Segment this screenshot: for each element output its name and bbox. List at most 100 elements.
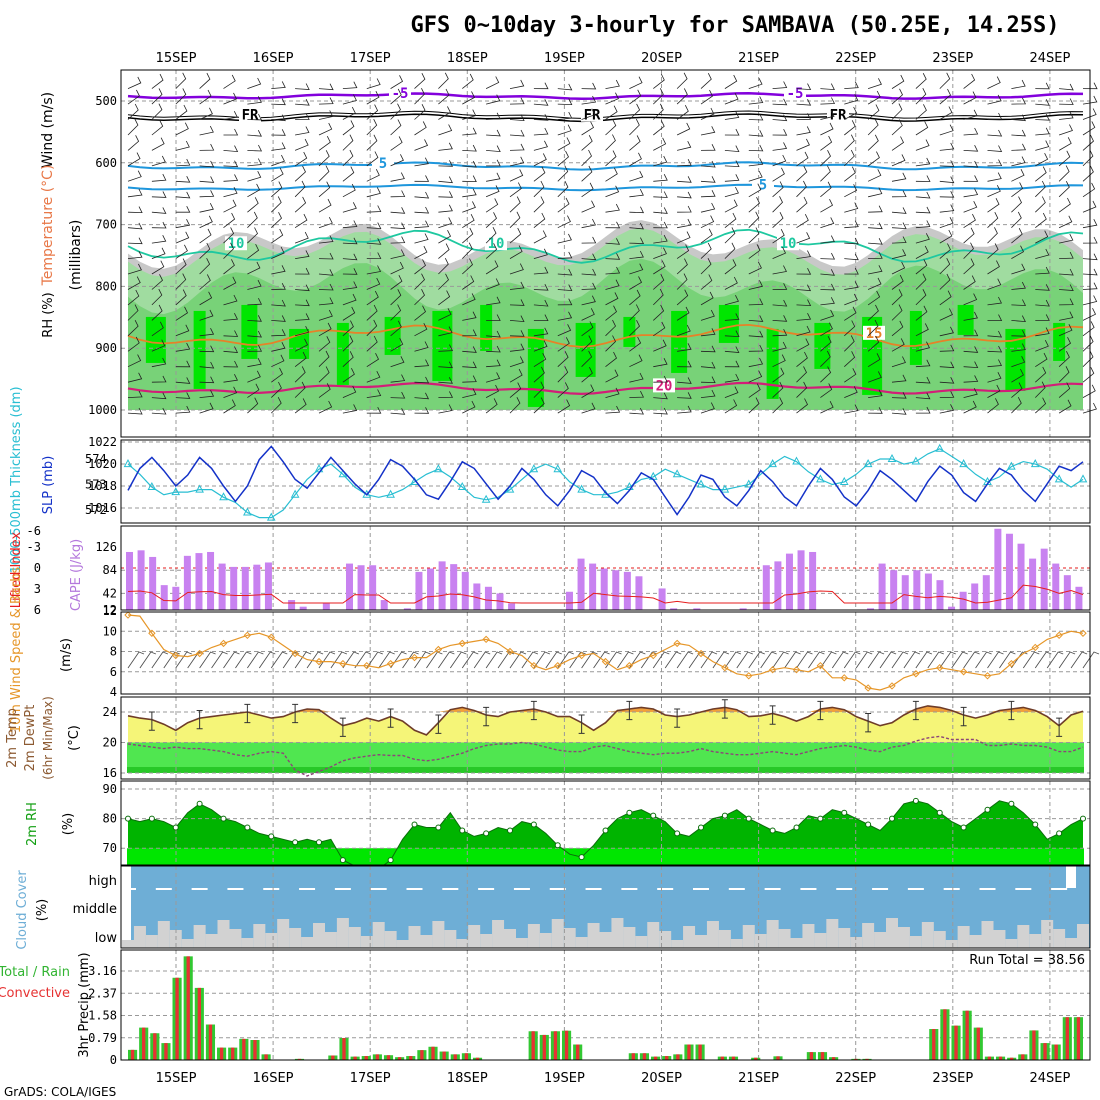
wind-barb xyxy=(127,276,141,290)
wind-barb xyxy=(963,73,976,89)
wind-barb xyxy=(844,149,855,167)
wind-barb xyxy=(700,345,716,353)
li-tick: -3 xyxy=(27,540,41,554)
wind-barb xyxy=(151,321,164,337)
wind-barb xyxy=(533,327,549,337)
wind10-point xyxy=(506,647,514,656)
wind10-point xyxy=(339,659,347,668)
wind-barb-10m xyxy=(151,651,169,669)
wind-barb xyxy=(1082,121,1096,136)
low-cloud-bar xyxy=(480,934,493,948)
chart-title: GFS 0~10day 3-hourly for SAMBAVA (50.25E… xyxy=(410,13,1059,38)
wind-barb xyxy=(390,75,404,89)
cape-bar xyxy=(878,563,886,610)
minmax-bar xyxy=(674,708,681,728)
wind-barb xyxy=(557,251,573,259)
wind-barb xyxy=(772,196,783,213)
rh2m-point xyxy=(220,815,227,822)
wind-barb xyxy=(653,221,668,229)
wind-barb xyxy=(127,206,143,214)
low-cloud-bar xyxy=(396,940,409,948)
wind-barb xyxy=(438,361,453,369)
wind-barb xyxy=(1035,352,1048,368)
wind-barb xyxy=(509,211,521,228)
low-cloud-bar xyxy=(730,939,743,948)
wind-barb xyxy=(844,202,859,213)
wind-barb xyxy=(844,320,856,337)
wind-barb xyxy=(1058,324,1073,337)
wind-barb xyxy=(748,344,764,352)
low-cloud-bar xyxy=(372,922,385,948)
wind-barb xyxy=(127,251,143,259)
wind10-point xyxy=(267,633,275,642)
slp-tick: 1018 xyxy=(88,479,117,493)
rh2m-point xyxy=(530,821,537,828)
low-cloud-bar xyxy=(217,920,230,948)
lifted-index-line xyxy=(127,584,1084,604)
wind-barb xyxy=(700,291,714,306)
wind-barb xyxy=(175,258,187,275)
wind-barb xyxy=(533,212,546,229)
wind-barb xyxy=(271,212,282,228)
thickness-point xyxy=(935,443,945,452)
contour-label: FR xyxy=(242,108,259,124)
wind-barb xyxy=(796,151,809,167)
cape-bar xyxy=(438,561,446,610)
wind-barb xyxy=(963,311,978,321)
precip-conv-bar xyxy=(197,987,202,1060)
wind-barb xyxy=(127,407,143,415)
wind-barb xyxy=(1058,399,1072,414)
wind-barb xyxy=(844,237,859,245)
wind-barb xyxy=(1011,156,1026,167)
precip-conv-bar xyxy=(242,1038,246,1060)
thickness-point xyxy=(768,459,777,468)
wind10-point xyxy=(768,666,777,674)
wind-barb xyxy=(963,188,979,198)
wind-barb xyxy=(271,114,286,122)
low-cloud-bar xyxy=(659,931,672,948)
wind-barb xyxy=(199,89,212,105)
wind-barb xyxy=(844,293,858,306)
wind-barb xyxy=(605,279,620,290)
minmax-bar xyxy=(292,703,299,724)
wind-barb xyxy=(342,183,356,198)
wind-barb xyxy=(939,106,953,120)
wind-barb xyxy=(772,167,785,182)
wind-barb-10m xyxy=(712,651,730,669)
wind-barb xyxy=(175,306,189,321)
wind-barb xyxy=(533,127,549,136)
contour-label-bg xyxy=(372,155,394,170)
wind-barb xyxy=(987,129,1003,137)
wind10-point xyxy=(458,639,466,648)
wind-barb xyxy=(486,314,501,321)
wind-barb xyxy=(414,289,425,306)
high-cloud-gap xyxy=(442,888,459,890)
wind-barb xyxy=(366,353,380,368)
wind-barb xyxy=(820,309,835,321)
rh-shade-bright xyxy=(1005,328,1026,391)
wind-barb xyxy=(438,124,453,136)
wind-barb xyxy=(867,78,882,89)
bottom-date-label: 24SEP xyxy=(1029,1071,1070,1086)
minmax-bar xyxy=(1056,717,1063,737)
wind-barb-10m xyxy=(473,651,491,669)
wind-barb xyxy=(891,374,907,383)
wind-barb xyxy=(271,397,282,414)
cape-bar xyxy=(450,564,458,610)
low-cloud-bar xyxy=(611,918,624,948)
wind-barb xyxy=(772,114,788,122)
wind-barb xyxy=(223,242,234,259)
wind-barb xyxy=(486,145,501,153)
precip-conv-bar xyxy=(998,1056,1003,1060)
precip-conv-bar xyxy=(420,1050,424,1060)
wind-barb xyxy=(1011,397,1022,414)
wind-barb xyxy=(868,222,883,230)
wind-barb xyxy=(939,273,951,290)
cape-bar xyxy=(600,568,608,610)
low-cloud-bar xyxy=(575,937,588,948)
wind-barb xyxy=(581,335,593,352)
wind-barb xyxy=(414,104,426,120)
wind-barb-10m xyxy=(533,651,551,669)
cape-bar xyxy=(693,608,701,610)
